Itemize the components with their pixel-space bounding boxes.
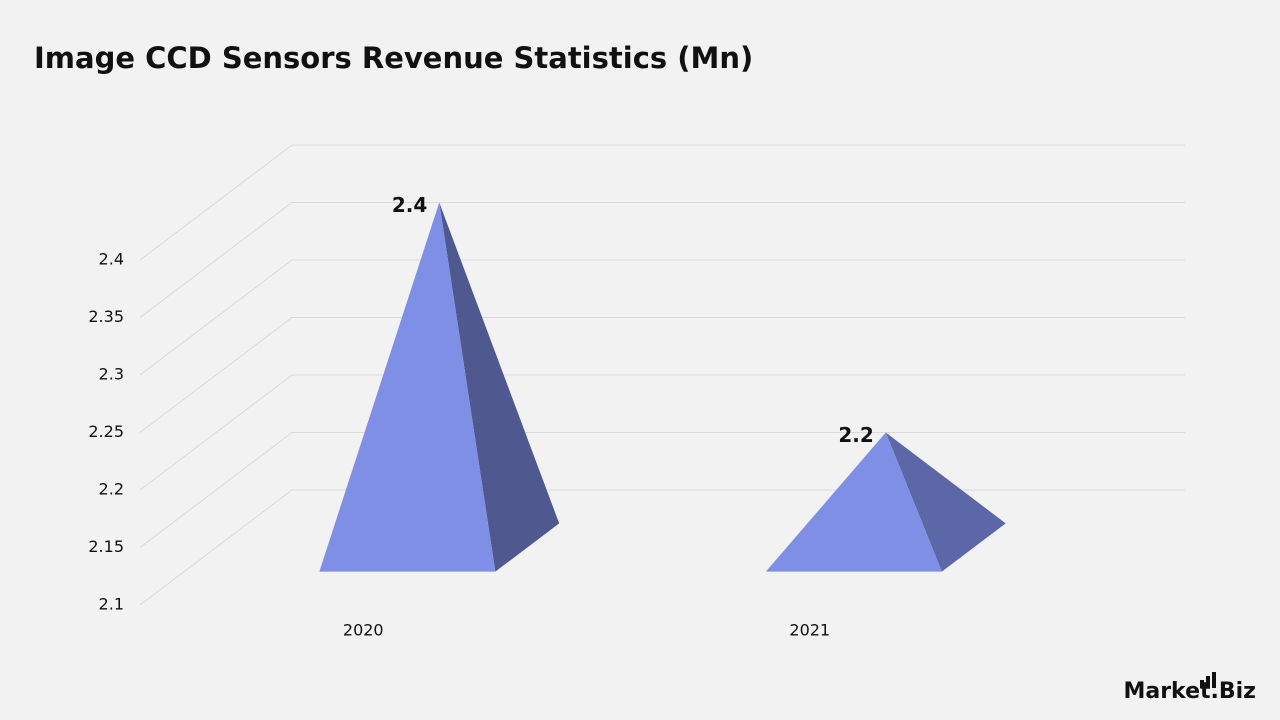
brand: Market.Biz xyxy=(1123,679,1256,704)
x-tick-label: 2021 xyxy=(789,621,830,640)
grid-line xyxy=(139,202,1185,318)
pyramid-side xyxy=(439,202,560,572)
y-tick-label: 2.25 xyxy=(88,422,124,441)
grid-line xyxy=(139,144,1185,261)
data-label: 2.2 xyxy=(838,423,873,447)
grid-line xyxy=(139,259,1185,376)
pyramid-front xyxy=(319,202,496,572)
pyramid-front xyxy=(765,432,942,572)
brand-icon xyxy=(1200,672,1216,688)
pyramid-side xyxy=(885,432,1006,572)
grid-line xyxy=(139,432,1185,548)
y-tick-label: 2.4 xyxy=(99,250,124,269)
y-tick-label: 2.2 xyxy=(99,480,124,499)
data-label: 2.4 xyxy=(392,193,427,217)
y-tick-label: 2.3 xyxy=(99,365,124,384)
y-tick-label: 2.15 xyxy=(88,537,124,556)
x-tick-label: 2020 xyxy=(343,621,384,640)
grid-line xyxy=(139,374,1185,491)
chart-title: Image CCD Sensors Revenue Statistics (Mn… xyxy=(34,41,753,75)
y-tick-label: 2.35 xyxy=(88,307,124,326)
y-tick-label: 2.1 xyxy=(99,595,124,614)
grid-line xyxy=(139,317,1185,433)
